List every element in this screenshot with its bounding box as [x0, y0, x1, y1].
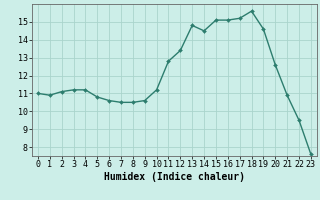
- X-axis label: Humidex (Indice chaleur): Humidex (Indice chaleur): [104, 172, 245, 182]
